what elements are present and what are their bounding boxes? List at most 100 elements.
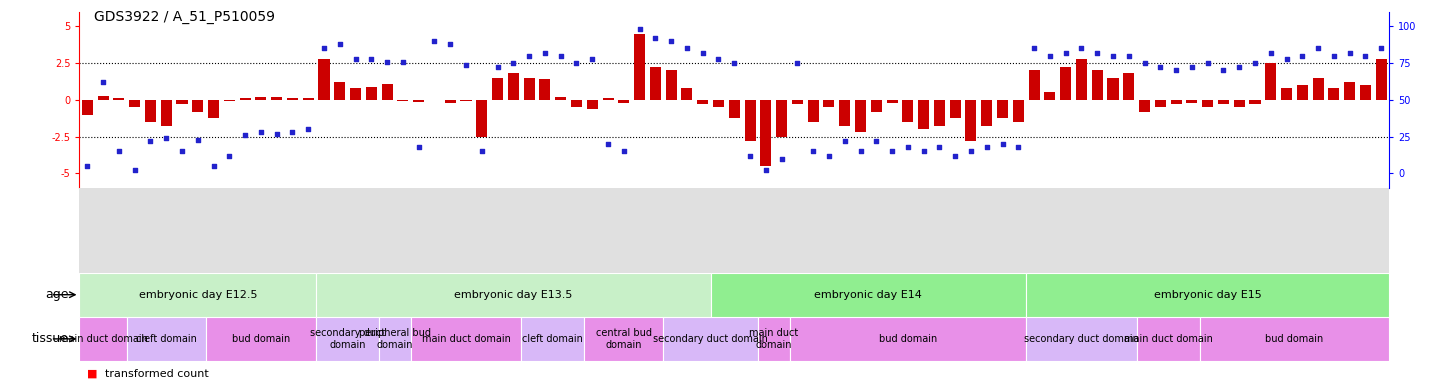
Bar: [397, 100, 409, 101]
Text: ■: ■: [87, 369, 97, 379]
Point: [676, 45, 699, 51]
Bar: [445, 100, 456, 103]
Bar: [1139, 100, 1149, 112]
Bar: [1076, 59, 1087, 100]
Text: main duct domain: main duct domain: [422, 334, 511, 344]
Text: central bud
domain: central bud domain: [596, 328, 651, 350]
Bar: [791, 100, 803, 104]
Bar: [807, 100, 819, 122]
Bar: [492, 78, 503, 100]
Point: [75, 163, 98, 169]
Point: [1070, 45, 1093, 51]
Bar: [319, 59, 329, 100]
Point: [439, 41, 462, 47]
Point: [628, 26, 651, 32]
Bar: [1344, 82, 1356, 100]
Bar: [966, 100, 976, 141]
Bar: [1187, 100, 1197, 103]
Bar: [710, 273, 1027, 317]
Bar: [666, 70, 677, 100]
Text: main duct
domain: main duct domain: [749, 328, 799, 350]
Bar: [790, 317, 1027, 361]
Bar: [775, 100, 787, 137]
Point: [801, 148, 825, 154]
Bar: [1044, 93, 1056, 100]
Bar: [887, 100, 898, 103]
Bar: [918, 100, 928, 129]
Bar: [98, 96, 108, 100]
Bar: [554, 97, 566, 100]
Bar: [1376, 59, 1386, 100]
Bar: [1092, 70, 1103, 100]
Text: embryonic day E12.5: embryonic day E12.5: [139, 290, 257, 300]
Bar: [902, 100, 914, 122]
Point: [943, 153, 966, 159]
Point: [1086, 50, 1109, 56]
Point: [282, 129, 305, 135]
Bar: [1027, 317, 1136, 361]
Text: main duct domain: main duct domain: [1123, 334, 1213, 344]
Bar: [982, 100, 992, 126]
Bar: [1313, 78, 1324, 100]
Point: [1339, 50, 1362, 56]
Bar: [871, 100, 882, 112]
Bar: [303, 98, 313, 100]
Bar: [477, 100, 487, 137]
Bar: [1328, 88, 1340, 100]
Point: [1006, 144, 1030, 150]
Bar: [1155, 100, 1165, 107]
Bar: [240, 98, 251, 100]
Point: [407, 144, 430, 150]
Point: [975, 144, 998, 150]
Bar: [823, 100, 835, 107]
Bar: [745, 100, 755, 141]
Point: [660, 38, 683, 44]
Point: [312, 45, 335, 51]
Point: [1323, 53, 1346, 59]
Text: cleft domain: cleft domain: [523, 334, 583, 344]
Point: [1212, 67, 1235, 73]
Bar: [79, 273, 316, 317]
Bar: [1360, 85, 1370, 100]
Point: [487, 65, 510, 71]
Bar: [1027, 273, 1389, 317]
Bar: [192, 100, 204, 112]
Text: main duct domain: main duct domain: [59, 334, 147, 344]
Text: embryonic day E14: embryonic day E14: [814, 290, 923, 300]
Point: [1149, 65, 1173, 71]
Point: [1227, 65, 1251, 71]
Point: [612, 148, 635, 154]
Bar: [129, 100, 140, 107]
Point: [471, 148, 494, 154]
Bar: [127, 317, 205, 361]
Text: bud domain: bud domain: [1265, 334, 1324, 344]
Bar: [1012, 100, 1024, 122]
Point: [423, 38, 446, 44]
Point: [503, 60, 526, 66]
Point: [455, 61, 478, 68]
Text: secondary duct
domain: secondary duct domain: [310, 328, 386, 350]
Bar: [1028, 70, 1040, 100]
Bar: [650, 68, 661, 100]
Point: [296, 126, 319, 132]
Text: peripheral bud
domain: peripheral bud domain: [360, 328, 430, 350]
Bar: [682, 88, 693, 100]
Point: [1291, 53, 1314, 59]
Point: [186, 136, 209, 142]
Bar: [205, 317, 316, 361]
Bar: [663, 317, 758, 361]
Point: [849, 148, 872, 154]
Point: [754, 167, 777, 174]
Point: [123, 167, 146, 174]
Point: [991, 141, 1014, 147]
Point: [786, 60, 809, 66]
Point: [533, 50, 556, 56]
Point: [1164, 67, 1187, 73]
Bar: [334, 82, 345, 100]
Text: bud domain: bud domain: [879, 334, 937, 344]
Bar: [508, 73, 518, 100]
Text: transformed count: transformed count: [105, 369, 209, 379]
Bar: [1123, 73, 1135, 100]
Bar: [1060, 68, 1071, 100]
Bar: [602, 98, 614, 100]
